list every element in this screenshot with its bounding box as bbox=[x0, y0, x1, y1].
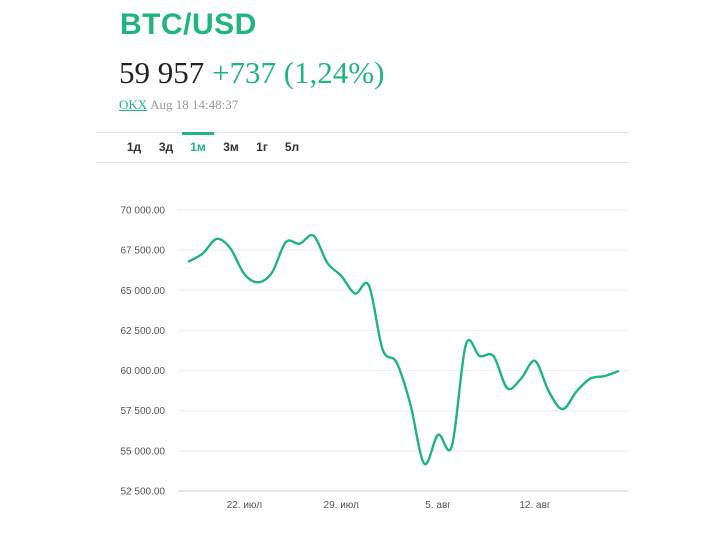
y-tick-label: 62 500.00 bbox=[121, 326, 166, 337]
tab-1d[interactable]: 1д bbox=[126, 140, 142, 154]
x-tick-label: 5. авг bbox=[425, 500, 451, 511]
ticker-title: BTC/USD bbox=[120, 8, 257, 41]
y-tick-label: 55 000.00 bbox=[121, 446, 166, 457]
x-tick-label: 29. июл bbox=[324, 500, 360, 511]
y-tick-label: 57 500.00 bbox=[121, 406, 166, 417]
source-link[interactable]: OKX bbox=[119, 97, 148, 112]
y-tick-label: 67 500.00 bbox=[121, 246, 166, 257]
y-tick-label: 52 500.00 bbox=[121, 487, 166, 498]
y-tick-label: 60 000.00 bbox=[121, 366, 166, 377]
price-series-line bbox=[187, 233, 620, 466]
tab-1y[interactable]: 1г bbox=[256, 140, 268, 154]
x-tick-label: 22. июл bbox=[227, 500, 263, 511]
tab-5y[interactable]: 5л bbox=[284, 140, 300, 154]
price-change: +737 (1,24%) bbox=[212, 55, 385, 90]
quote-meta: OKX Aug 18 14:48:37 bbox=[119, 97, 238, 113]
tab-1m[interactable]: 1м bbox=[182, 132, 214, 162]
tabs-divider-bottom bbox=[96, 162, 629, 163]
tabs-divider-top bbox=[96, 132, 629, 133]
tab-3d[interactable]: 3д bbox=[158, 140, 174, 154]
y-tick-label: 70 000.00 bbox=[121, 206, 166, 217]
price-row: 59 957 +737 (1,24%) bbox=[119, 55, 384, 91]
current-price: 59 957 bbox=[119, 55, 205, 90]
x-tick-label: 12. авг bbox=[519, 500, 551, 511]
quote-timestamp: Aug 18 14:48:37 bbox=[150, 97, 239, 112]
y-tick-label: 65 000.00 bbox=[121, 286, 166, 297]
tab-3m[interactable]: 3м bbox=[223, 140, 239, 154]
